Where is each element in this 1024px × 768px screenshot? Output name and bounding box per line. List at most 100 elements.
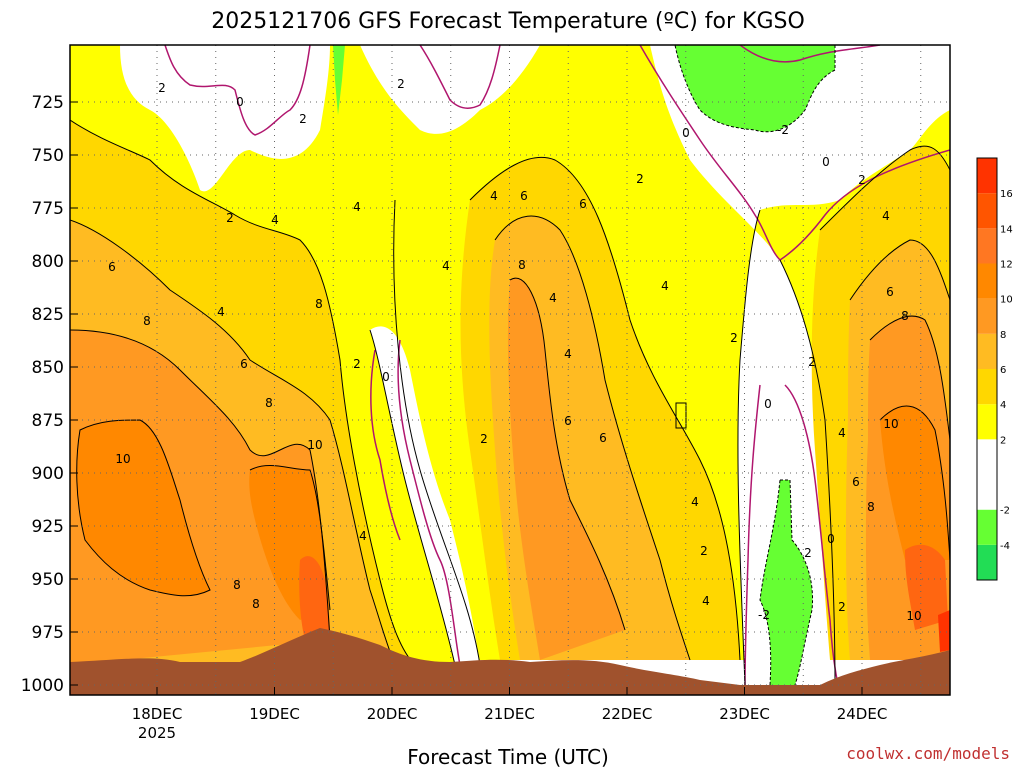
contour-label: 6 bbox=[240, 357, 248, 371]
y-tick-label: 875 bbox=[32, 411, 64, 431]
x-axis: 18DEC 19DEC 20DEC 21DEC 22DEC 23DEC 24DEC bbox=[132, 687, 888, 723]
colorbar-tick-label: 2 bbox=[1000, 435, 1006, 446]
temperature-contours bbox=[70, 45, 950, 686]
contour-label: 2 bbox=[353, 357, 361, 371]
credit-link[interactable]: coolwx.com/models bbox=[846, 744, 1010, 763]
x-axis-label: Forecast Time (UTC) bbox=[407, 745, 609, 768]
contour-label: 8 bbox=[315, 297, 323, 311]
colorbar-tick-label: 4 bbox=[1000, 400, 1006, 411]
band-green-top bbox=[675, 45, 835, 132]
y-tick-label: 825 bbox=[32, 305, 64, 325]
y-tick-label: 800 bbox=[32, 252, 64, 272]
colorbar: -4 -2 2 4 6 8 10 12 14 16 bbox=[976, 157, 1013, 581]
band-white-top bbox=[120, 45, 330, 192]
colorbar-tick-label: 14 bbox=[1000, 224, 1013, 235]
contour-label: 6 bbox=[579, 197, 587, 211]
contour-label: 10 bbox=[307, 438, 322, 452]
contour-label: 4 bbox=[353, 200, 361, 214]
zero-contours bbox=[164, 45, 950, 686]
x-tick-label: 19DEC bbox=[249, 705, 300, 723]
colorbar-swatch bbox=[977, 228, 997, 264]
contour-label: 4 bbox=[661, 279, 669, 293]
contour-label: 2 bbox=[700, 544, 708, 558]
contour-label: 4 bbox=[691, 495, 699, 509]
contour-label: 0 bbox=[382, 370, 390, 384]
contour-label: 4 bbox=[217, 305, 225, 319]
colorbar-swatch bbox=[977, 333, 997, 369]
band-green-spike bbox=[333, 45, 345, 115]
contour-label: 2 bbox=[397, 77, 405, 91]
contour-label: 6 bbox=[852, 475, 860, 489]
contour-label: 4 bbox=[564, 347, 572, 361]
contour-label: 4 bbox=[359, 529, 367, 543]
contour-label: -2 bbox=[758, 608, 770, 622]
colorbar-swatch bbox=[977, 158, 997, 194]
y-tick-label: 725 bbox=[32, 93, 64, 113]
band-white-20dec bbox=[370, 326, 480, 665]
colorbar-swatch bbox=[977, 298, 997, 334]
contour-label: 2 bbox=[730, 331, 738, 345]
x-tick-label: 21DEC bbox=[484, 705, 535, 723]
colorbar-swatch bbox=[977, 509, 997, 545]
contour-label: 8 bbox=[518, 258, 526, 272]
colorbar-tick-label: 12 bbox=[1000, 260, 1013, 271]
y-tick-label: 850 bbox=[32, 358, 64, 378]
x-tick-label: 18DEC bbox=[132, 705, 183, 723]
y-tick-label: 1000 bbox=[21, 676, 64, 696]
contour-label: 2 bbox=[226, 211, 234, 225]
colorbar-swatch bbox=[977, 193, 997, 229]
contour-label: 2 bbox=[804, 546, 812, 560]
contour-label: 2 bbox=[299, 112, 307, 126]
contour-label: 0 bbox=[827, 532, 835, 546]
contour-label: 4 bbox=[702, 594, 710, 608]
y-tick-label: 750 bbox=[32, 146, 64, 166]
y-tick-label: 925 bbox=[32, 517, 64, 537]
contour-label: 2 bbox=[808, 355, 816, 369]
terrain bbox=[70, 628, 950, 695]
x-year-label: 2025 bbox=[138, 724, 176, 742]
contour-label: 6 bbox=[599, 431, 607, 445]
contour-label: 4 bbox=[490, 189, 498, 203]
contour-label: 6 bbox=[108, 260, 116, 274]
x-tick-label: 24DEC bbox=[837, 705, 888, 723]
x-tick-label: 22DEC bbox=[602, 705, 653, 723]
colorbar-tick-label: 8 bbox=[1000, 330, 1006, 341]
band-14-16 bbox=[938, 610, 950, 652]
contour-label: 4 bbox=[882, 209, 890, 223]
contour-label: 8 bbox=[252, 597, 260, 611]
contour-label: 10 bbox=[883, 417, 898, 431]
colorbar-tick-label: -4 bbox=[1000, 541, 1010, 552]
colorbar-swatch bbox=[977, 404, 997, 440]
x-tick-label: 20DEC bbox=[367, 705, 418, 723]
y-tick-label: 950 bbox=[32, 570, 64, 590]
colorbar-frame bbox=[976, 157, 998, 581]
contour-label: 4 bbox=[838, 426, 846, 440]
contour-label: 6 bbox=[886, 285, 894, 299]
band-10-12 bbox=[76, 406, 950, 620]
contour-label: 0 bbox=[822, 155, 830, 169]
contour-label: -2 bbox=[777, 123, 789, 137]
contour-label: 2 bbox=[838, 600, 846, 614]
grid-lines bbox=[70, 45, 950, 695]
y-tick-label: 900 bbox=[32, 464, 64, 484]
contour-label: 8 bbox=[265, 396, 273, 410]
colorbar-swatch bbox=[977, 369, 997, 405]
contour-label: 2 bbox=[158, 81, 166, 95]
contour-label: 10 bbox=[906, 609, 921, 623]
contour-label: 0 bbox=[682, 126, 690, 140]
contour-label: 8 bbox=[233, 578, 241, 592]
colorbar-tick-label: 6 bbox=[1000, 365, 1006, 376]
contour-label: 8 bbox=[901, 309, 909, 323]
contour-label: 8 bbox=[867, 500, 875, 514]
colorbar-tick-label: 10 bbox=[1000, 295, 1013, 306]
colorbar-swatch bbox=[977, 544, 997, 580]
contour-label: 2 bbox=[858, 173, 866, 187]
y-tick-label: 975 bbox=[32, 623, 64, 643]
contour-label: 2 bbox=[636, 172, 644, 186]
contour-label: 2 bbox=[480, 432, 488, 446]
colorbar-tick-label: 16 bbox=[1000, 189, 1013, 200]
contour-label: 10 bbox=[115, 452, 130, 466]
contour-label: 6 bbox=[520, 189, 528, 203]
